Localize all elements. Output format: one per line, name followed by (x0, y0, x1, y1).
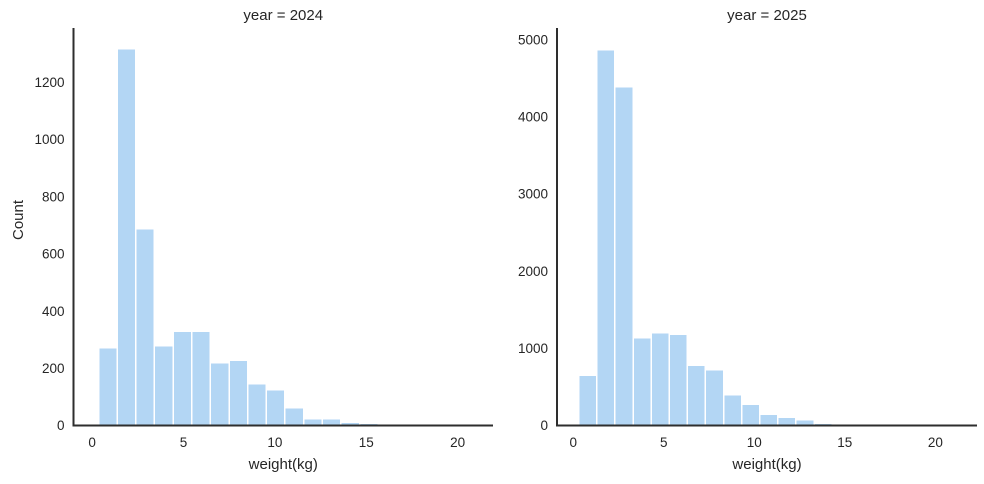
histogram-bar (98, 348, 117, 426)
x-tick-label: 15 (359, 435, 374, 450)
y-tick-label: 3000 (518, 187, 548, 202)
x-tick-label: 0 (88, 435, 96, 450)
histogram-bar (669, 334, 688, 426)
histogram-bar (136, 229, 155, 426)
x-axis-label-2024: weight(kg) (248, 456, 318, 473)
histogram-bar (741, 404, 760, 426)
histogram-bar (760, 414, 778, 426)
y-tick-label: 1000 (34, 132, 64, 147)
x-tick-label: 15 (837, 435, 852, 450)
y-tick-label: 1200 (34, 75, 64, 90)
y-tick-label: 4000 (518, 110, 548, 125)
histogram-bar (117, 49, 136, 426)
histogram-bar (578, 375, 597, 426)
x-tick-label: 20 (450, 435, 465, 450)
histogram-bar (778, 417, 796, 426)
histogram-bar (266, 390, 285, 426)
histogram-bar (210, 362, 229, 426)
x-tick-label: 10 (747, 435, 762, 450)
y-tick-label: 5000 (518, 32, 548, 47)
x-tick-label: 20 (928, 435, 943, 450)
y-tick-label: 600 (42, 247, 65, 262)
panel-title-2024: year = 2024 (243, 7, 324, 24)
y-tick-label: 1000 (518, 341, 548, 356)
histogram-bar (723, 395, 742, 426)
x-tick-label: 0 (570, 435, 578, 450)
histogram-bar (615, 87, 633, 426)
y-tick-label: 0 (57, 418, 65, 433)
histogram-bar (597, 50, 615, 426)
histogram-bar (229, 360, 248, 426)
y-tick-label: 800 (42, 189, 65, 204)
histogram-bar (192, 331, 211, 426)
histogram-bar (687, 365, 706, 426)
y-tick-label: 0 (540, 418, 548, 433)
y-axis-label: Count (10, 199, 27, 241)
histogram-bar (705, 370, 724, 426)
histogram-bar (633, 338, 651, 426)
histogram-bar (173, 331, 192, 426)
x-tick-label: 5 (660, 435, 668, 450)
histogram-bar (154, 345, 173, 426)
histogram-bar (651, 333, 669, 426)
histogram-bar (285, 408, 304, 426)
x-axis-label-2025: weight(kg) (732, 456, 802, 473)
y-tick-label: 200 (42, 361, 65, 376)
histogram-bar (247, 383, 267, 426)
panel-title-2025: year = 2025 (727, 7, 807, 24)
x-tick-label: 5 (180, 435, 188, 450)
x-tick-label: 10 (267, 435, 282, 450)
y-tick-label: 2000 (518, 264, 548, 279)
y-tick-label: 400 (42, 304, 65, 319)
